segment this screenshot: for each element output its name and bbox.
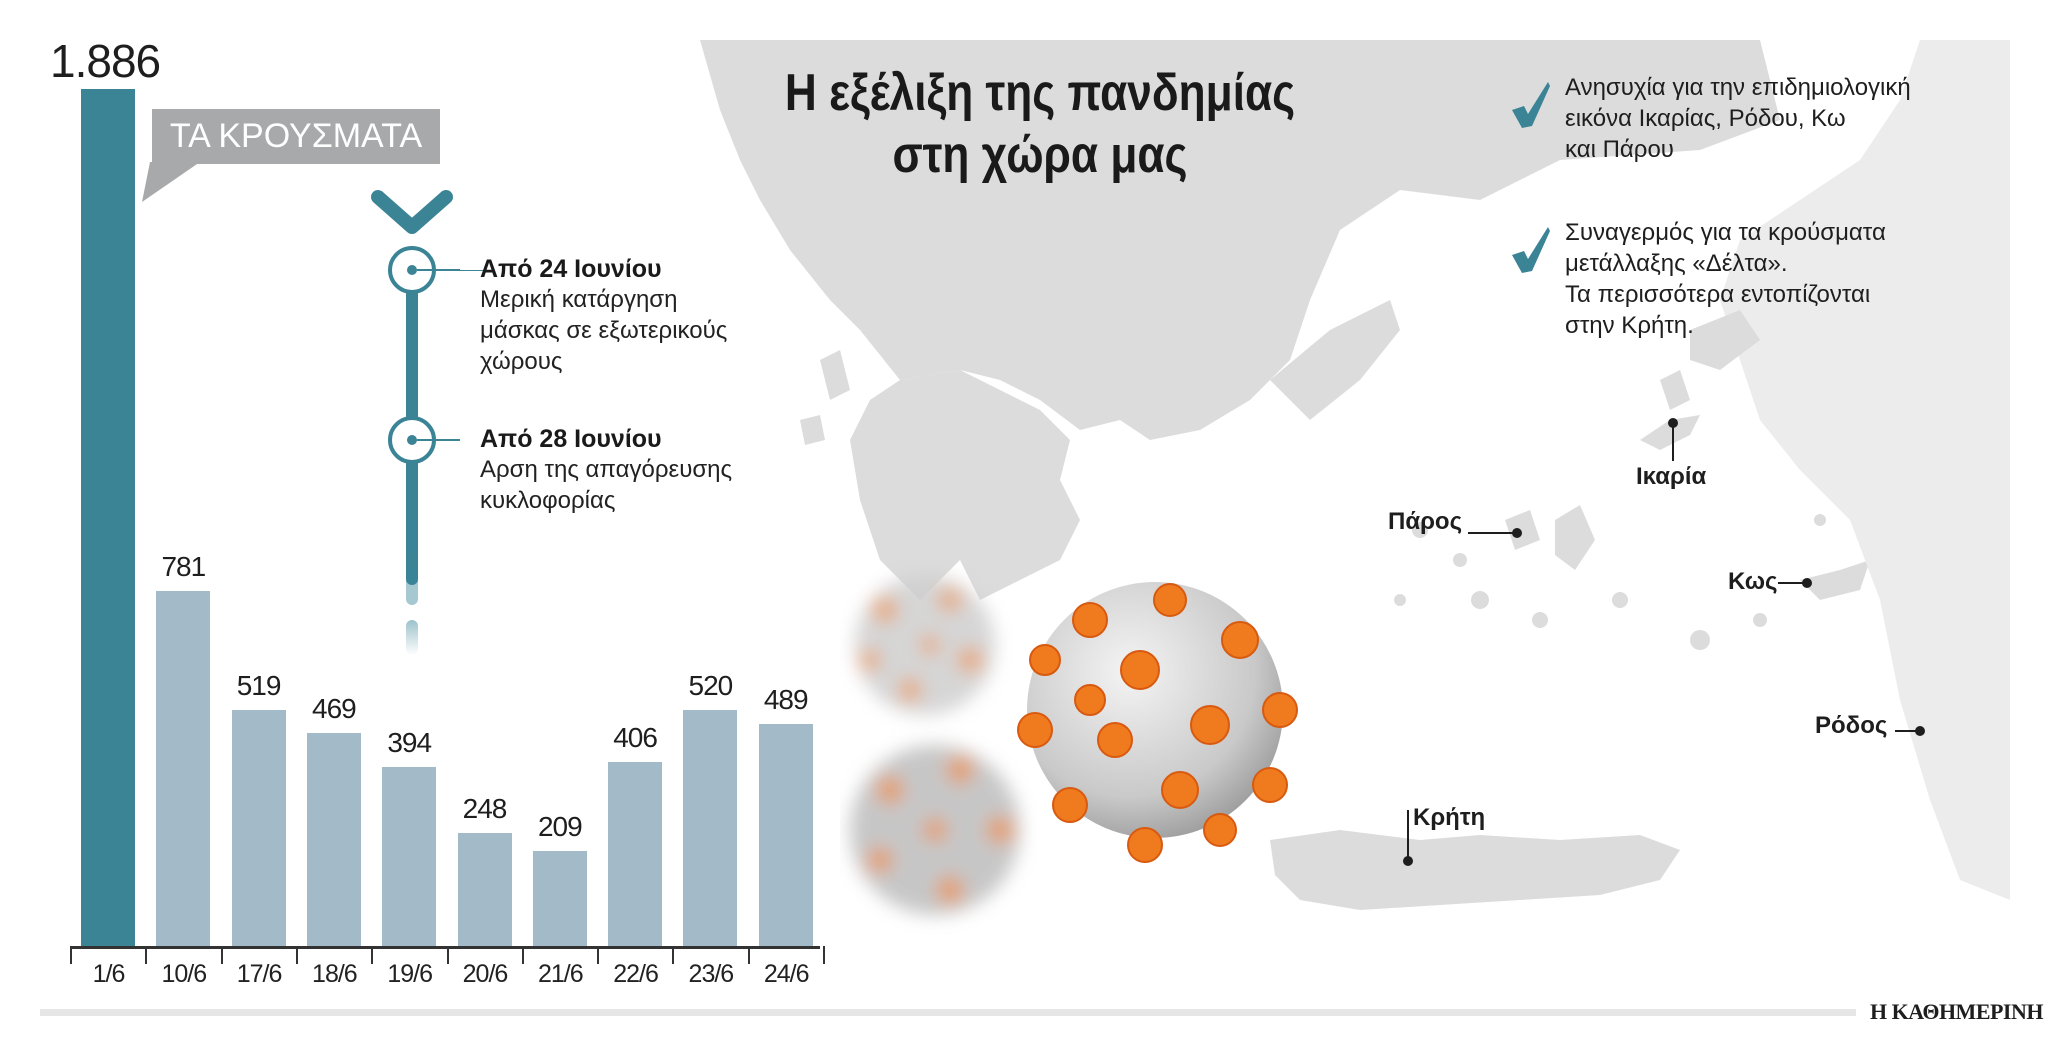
x-tick [371,946,374,964]
map-label-paros: Πάρος [1388,508,1463,535]
check-icon [1512,227,1550,273]
note-line: εικόνα Ικαρίας, Ρόδου, Κω [1565,105,1846,132]
x-tick [446,946,449,964]
page-title: Η εξέλιξη της πανδημίας στη χώρα μας [717,62,1363,186]
bar-24-6 [758,723,813,946]
note-line: στην Κρήτη. [1565,312,1694,339]
note-1: Ανησυχία για την επιδημιολογική εικόνα Ι… [1565,72,2005,165]
note-line: και Πάρου [1565,136,1674,163]
bar-value: 209 [537,811,583,843]
bar-21-6 [532,851,587,946]
x-label: 19/6 [387,960,433,988]
bar-20-6 [457,833,512,946]
virus-illustration [850,575,1298,915]
bar-23-6 [683,709,738,946]
bar-1-6 [81,89,135,946]
x-axis [70,946,820,949]
x-tick [823,946,825,964]
bar-value-1-6: 1.886 [50,35,161,87]
map-label-kos: Κως [1728,568,1778,595]
bar-value: 781 [161,551,206,583]
x-tick [70,946,72,964]
title-line-2: στη χώρα μας [892,126,1188,184]
x-tick [145,946,148,964]
timeline-item-2: Από 28 Ιουνίου Αρση της απαγόρευσης κυκλ… [480,425,800,516]
chevron-down-icon [371,190,453,234]
timeline-text: κυκλοφορίας [480,487,616,514]
x-label: 10/6 [161,960,207,988]
x-label: 1/6 [92,960,126,988]
bar-value: 489 [763,683,809,715]
map-label-crete: Κρήτη [1413,804,1486,831]
bar-value: 519 [236,670,282,702]
x-tick [295,946,298,964]
note-line: Ανησυχία για την επιδημιολογική [1565,74,1911,101]
x-label: 24/6 [763,960,810,988]
note-2: Συναγερμός για τα κρούσματα μετάλλαξης «… [1565,217,2005,341]
bar-value: 248 [462,793,508,825]
note-line: Συναγερμός για τα κρούσματα [1565,219,1886,246]
timeline-heading: Από 28 Ιουνίου [480,425,662,453]
note-line: μετάλλαξης «Δέλτα». [1565,250,1788,277]
timeline-text: Αρση της απαγόρευσης [480,456,733,483]
footer-rule [40,1009,1856,1016]
x-tick [747,946,750,964]
map-label-ikaria: Ικαρία [1636,463,1707,490]
note-line: Τα περισσότερα εντοπίζονται [1565,281,1871,308]
title-line-1: Η εξέλιξη της πανδημίας [784,64,1296,122]
bar-value: 520 [688,669,734,701]
bar-value: 406 [613,721,658,753]
map-label-rhodes: Ρόδος [1815,712,1888,739]
timeline-text: μάσκας σε εξωτερικούς [480,317,728,344]
callout-label: ΤΑ ΚΡΟΥΣΜΑΤΑ [169,117,423,155]
x-tick [220,946,223,964]
x-tick [521,946,524,964]
x-tick [597,946,600,964]
timeline-item-1: Από 24 Ιουνίου Μερική κατάργηση μάσκας σ… [480,255,800,377]
bar-19-6 [382,766,437,946]
timeline-text: χώρους [480,348,563,375]
callout-pointer [142,162,200,202]
publisher-logo: Η ΚΑΘΗΜΕΡΙΝΗ [1870,999,2044,1024]
timeline-graphic [371,190,460,655]
x-label: 22/6 [613,960,659,988]
bar-17-6 [231,710,286,946]
x-label: 20/6 [462,960,509,988]
x-tick [672,946,675,964]
check-icon [1512,82,1550,128]
bar-18-6 [306,732,361,946]
x-label: 21/6 [537,960,584,988]
timeline-text: Μερική κατάργηση [480,286,678,313]
bar-value: 469 [312,692,357,724]
timeline-heading: Από 24 Ιουνίου [480,255,662,283]
bar-22-6 [608,761,663,946]
bar-10-6 [156,591,211,946]
x-label: 17/6 [236,960,283,988]
x-label: 18/6 [312,960,358,988]
cases-callout: ΤΑ ΚΡΟΥΣΜΑΤΑ [152,109,440,164]
x-label: 23/6 [688,960,735,988]
bar-value: 394 [387,726,432,758]
